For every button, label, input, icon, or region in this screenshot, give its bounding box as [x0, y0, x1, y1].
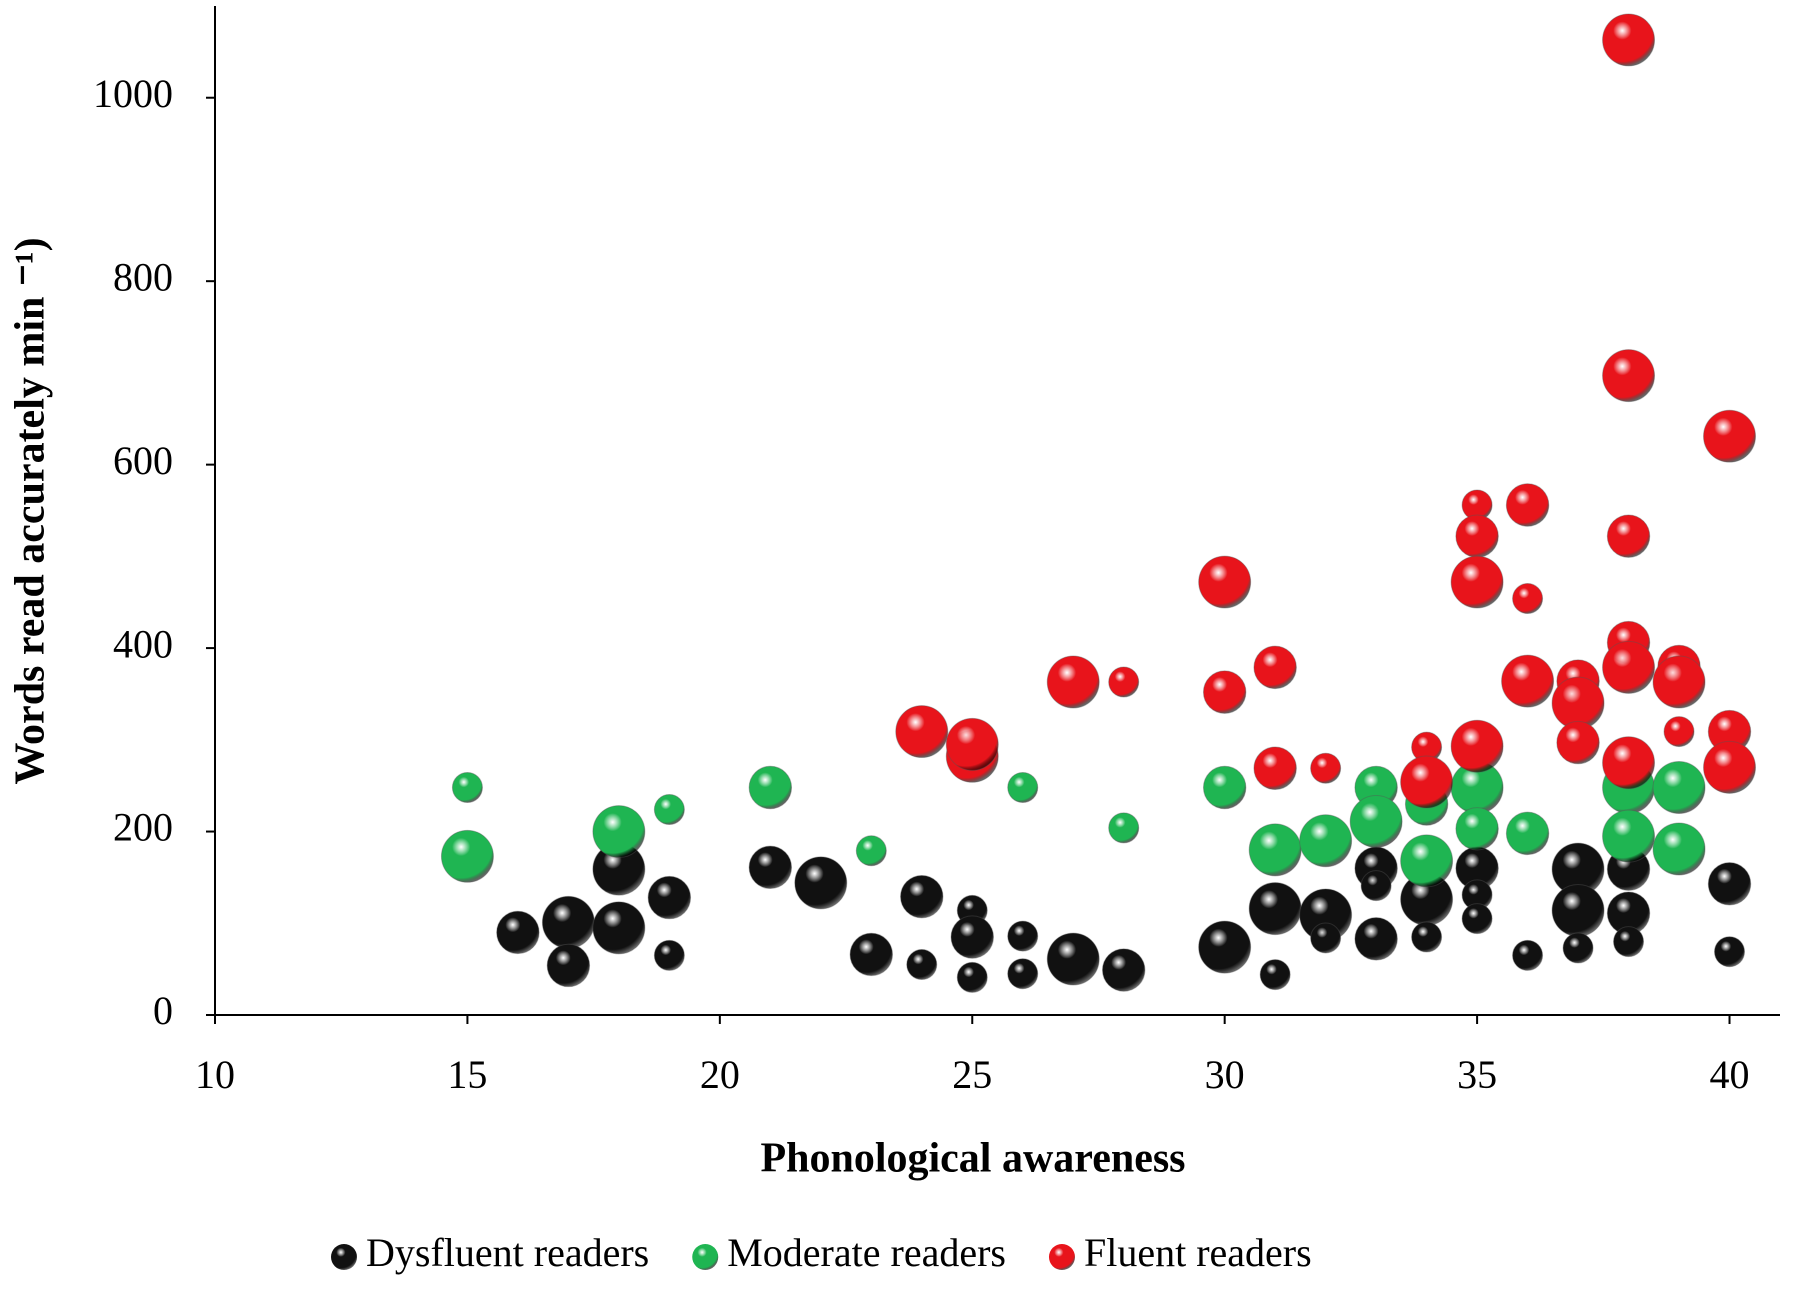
bubble [1602, 349, 1656, 403]
bubble [1253, 645, 1297, 690]
bubble [1202, 765, 1247, 810]
bubble [945, 717, 999, 771]
bubble [496, 910, 540, 955]
y-tick-label: 400 [113, 621, 173, 666]
bubble [1354, 917, 1398, 961]
bubble [1703, 409, 1756, 463]
bubble [451, 772, 483, 804]
bubble [1310, 752, 1342, 784]
bubble [1703, 740, 1756, 794]
bubble [1652, 655, 1706, 709]
bubble [1455, 514, 1499, 558]
bubble [1007, 772, 1039, 804]
bubble [1349, 794, 1403, 848]
bubble [895, 705, 949, 759]
bubble [1606, 514, 1651, 558]
bubble [906, 949, 938, 981]
bubble [1202, 670, 1247, 714]
x-tick-label: 25 [952, 1052, 992, 1097]
bubble [1562, 932, 1594, 964]
bubble [1652, 761, 1706, 814]
bubble [592, 805, 646, 859]
bubble [748, 845, 793, 890]
legend-label: Dysfluent readers [366, 1230, 649, 1275]
bubble [1602, 736, 1656, 790]
bubble [1007, 920, 1039, 952]
bubble [546, 943, 591, 988]
legend-marker [331, 1244, 357, 1270]
x-axis-title: Phonological awareness [760, 1136, 1185, 1182]
bubble [1101, 948, 1146, 992]
bubble [1707, 862, 1752, 906]
x-tick-label: 40 [1710, 1052, 1750, 1097]
bubble [1652, 822, 1706, 876]
bubble [1198, 555, 1252, 609]
x-tick-label: 10 [195, 1052, 235, 1097]
y-tick-label: 600 [113, 438, 173, 483]
bubble [647, 875, 692, 920]
bubble [1613, 926, 1645, 958]
x-tick-label: 35 [1457, 1052, 1497, 1097]
bubble [653, 939, 685, 971]
bubble [1108, 666, 1140, 698]
bubble [1248, 882, 1302, 936]
legend-marker [692, 1244, 719, 1270]
y-tick-label: 200 [113, 805, 173, 850]
bubble [592, 901, 646, 955]
x-tick-label: 15 [447, 1052, 487, 1097]
bubble [1046, 932, 1100, 986]
bubble [1248, 823, 1302, 877]
bubble [849, 932, 894, 977]
bubble [1046, 655, 1100, 709]
bubble [440, 829, 494, 883]
bubble [1551, 883, 1605, 937]
bubble [1411, 921, 1443, 953]
bubble [1556, 720, 1600, 765]
bubble [1512, 583, 1544, 615]
x-tick-label: 20 [700, 1052, 740, 1097]
bubble [1663, 716, 1695, 748]
bubble [794, 856, 848, 910]
bubble [1602, 809, 1656, 863]
bubble [900, 874, 944, 919]
bubble [653, 794, 685, 826]
x-tick-label: 30 [1205, 1052, 1245, 1097]
bubble [1198, 920, 1252, 974]
bubble [1450, 555, 1504, 609]
legend-label: Moderate readers [727, 1230, 1006, 1275]
bubble [855, 835, 887, 867]
bubble [1501, 654, 1555, 708]
bubble [1259, 959, 1291, 991]
y-tick-label: 0 [153, 988, 173, 1033]
bubble [1602, 640, 1656, 694]
bubble [1714, 936, 1746, 968]
bubble [950, 915, 994, 959]
legend-label: Fluent readers [1084, 1230, 1312, 1275]
bubble [1253, 746, 1297, 790]
y-axis-title: Words read accurately min ⁻¹) [8, 237, 54, 784]
bubble [1455, 807, 1499, 851]
bubble [1360, 870, 1392, 902]
bubble [748, 765, 793, 810]
y-tick-label: 800 [113, 254, 173, 299]
bubble [1461, 903, 1493, 935]
bubble [1007, 958, 1039, 990]
legend-marker [1048, 1244, 1075, 1270]
bubble [956, 961, 988, 993]
bubble [1602, 13, 1656, 67]
bubble [1310, 922, 1342, 954]
bubble [1108, 812, 1140, 844]
bubble [541, 895, 595, 949]
bubble [1505, 811, 1550, 856]
bubble [1512, 939, 1544, 971]
y-tick-label: 1000 [93, 71, 173, 116]
bubble [1299, 814, 1353, 868]
bubble [1400, 834, 1454, 888]
bubble [1400, 755, 1454, 809]
bubble [1450, 719, 1504, 773]
bubble [1505, 483, 1550, 527]
